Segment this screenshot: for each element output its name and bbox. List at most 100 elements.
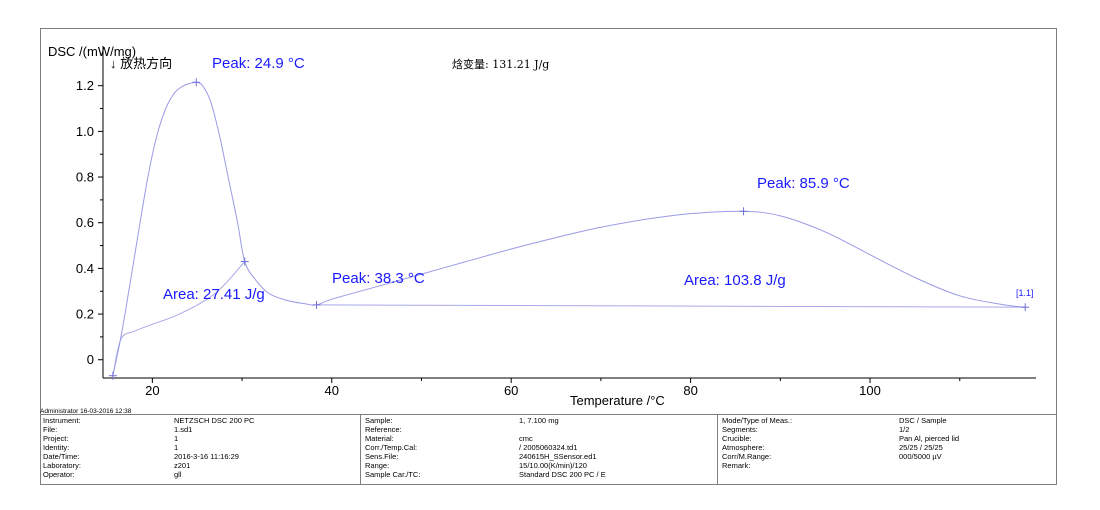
- info-column-instrument: Instrument: NETZSCH DSC 200 PC File: 1.sd1…: [40, 415, 361, 485]
- info-value: Standard DSC 200 PC / E: [519, 470, 606, 479]
- y-tick-label: 1.0: [76, 124, 94, 139]
- info-key: Instrument:: [43, 416, 81, 425]
- info-value: 1.sd1: [174, 425, 193, 434]
- baseline-2: [316, 304, 1026, 308]
- info-key: Corr./Temp.Cal:: [365, 443, 418, 452]
- info-value: 000/5000 µV: [899, 452, 942, 461]
- info-value: 25/25 / 25/25: [899, 443, 943, 452]
- info-key: Identity:: [43, 443, 70, 452]
- info-row: Atmosphere: 25/25 / 25/25: [719, 443, 1057, 452]
- info-key: Remark:: [722, 461, 751, 470]
- info-row: Operator: gll: [40, 470, 360, 479]
- info-row: Corr/M.Range: 000/5000 µV: [719, 452, 1057, 461]
- admin-timestamp: Administrator 16-03-2016 12:38: [40, 408, 132, 415]
- point-marker: [1021, 303, 1030, 312]
- annotation-area-103: Area: 103.8 J/g: [684, 272, 786, 289]
- info-row: Range: 15/10.00(K/min)/120: [362, 461, 717, 470]
- info-row: Segments: 1/2: [719, 425, 1057, 434]
- annotation-peak-38: Peak: 38.3 °C: [332, 270, 425, 287]
- y-tick-label: 0.8: [76, 170, 94, 185]
- x-tick-label: 60: [504, 383, 518, 398]
- info-row: Instrument: NETZSCH DSC 200 PC: [40, 416, 360, 425]
- info-row: Crucible: Pan Al, pierced lid: [719, 434, 1057, 443]
- info-value: 1/2: [899, 425, 910, 434]
- info-column-mode: Mode/Type of Meas.: DSC / Sample Segments…: [719, 415, 1057, 485]
- info-key: Sample Car./TC:: [365, 470, 421, 479]
- dsc-curve: [112, 81, 1026, 376]
- info-value: cmc: [519, 434, 533, 443]
- x-axis-title: Temperature /°C: [570, 393, 665, 408]
- enthalpy-label: 焓变量: 131.21 J/g: [452, 57, 549, 71]
- info-key: Date/Time:: [43, 452, 80, 461]
- info-key: Range:: [365, 461, 390, 470]
- info-key: File:: [43, 425, 58, 434]
- annotation-area-27: Area: 27.41 J/g: [163, 286, 265, 303]
- info-row: Corr./Temp.Cal: / 2005060324.td1: [362, 443, 717, 452]
- info-row: Material: cmc: [362, 434, 717, 443]
- baselines: [112, 261, 1026, 376]
- segment-label: [1.1]: [1016, 288, 1034, 298]
- info-row: Remark:: [719, 461, 1057, 470]
- x-tick-label: 100: [859, 383, 881, 398]
- info-key: Crucible:: [722, 434, 752, 443]
- info-row: Identity: 1: [40, 443, 360, 452]
- info-key: Sens.File:: [365, 452, 399, 461]
- info-row: Sens.File: 240615H_SSensor.ed1: [362, 452, 717, 461]
- info-value: Pan Al, pierced lid: [899, 434, 960, 443]
- info-column-sample: Sample: 1, 7.100 mg Reference: Material: c…: [362, 415, 718, 485]
- chart-frame: [40, 28, 1057, 485]
- info-value: 15/10.00(K/min)/120: [519, 461, 587, 470]
- x-tick-label: 20: [145, 383, 159, 398]
- info-key: Reference:: [365, 425, 402, 434]
- y-tick-label: 0: [87, 352, 94, 367]
- info-value: / 2005060324.td1: [519, 443, 578, 452]
- info-row: Reference:: [362, 425, 717, 434]
- info-key: Sample:: [365, 416, 393, 425]
- info-row: Sample Car./TC: Standard DSC 200 PC / E: [362, 470, 717, 479]
- info-value: z201: [174, 461, 191, 470]
- markers: [108, 78, 1030, 380]
- y-tick-label: 0.4: [76, 261, 94, 276]
- info-key: Material:: [365, 434, 394, 443]
- info-row: Sample: 1, 7.100 mg: [362, 416, 717, 425]
- info-row: File: 1.sd1: [40, 425, 360, 434]
- x-tick-label: 80: [683, 383, 697, 398]
- info-value: 1: [174, 434, 179, 443]
- y-tick-label: 0.6: [76, 215, 94, 230]
- axes: 0 0.2 0.4 0.6 0.8 1.0 1.2 20 40 60 80 100: [76, 46, 1036, 398]
- y-axis-title: DSC /(mW/mg): [48, 44, 136, 59]
- point-marker: [240, 257, 249, 266]
- info-row: Laboratory: z201: [40, 461, 360, 470]
- info-value: 1, 7.100 mg: [519, 416, 559, 425]
- y-tick-label: 1.2: [76, 78, 94, 93]
- info-value: 1: [174, 443, 179, 452]
- info-value: gll: [174, 470, 182, 479]
- annotation-peak-24: Peak: 24.9 °C: [212, 55, 305, 72]
- x-tick-label: 40: [325, 383, 339, 398]
- info-key: Segments:: [722, 425, 758, 434]
- info-key: Atmosphere:: [722, 443, 765, 452]
- info-key: Project:: [43, 434, 69, 443]
- annotation-peak-85: Peak: 85.9 °C: [757, 175, 850, 192]
- info-row: Project: 1: [40, 434, 360, 443]
- info-table: Instrument: NETZSCH DSC 200 PC File: 1.sd1…: [40, 414, 1057, 485]
- info-key: Operator:: [43, 470, 75, 479]
- point-marker: [312, 300, 321, 309]
- point-marker: [108, 371, 117, 380]
- info-value: 2016-3-16 11:16:29: [174, 452, 239, 461]
- info-value: DSC / Sample: [899, 416, 947, 425]
- point-marker: [739, 207, 748, 216]
- info-value: NETZSCH DSC 200 PC: [174, 416, 255, 425]
- exo-direction-label: ↓ 放热方向: [110, 56, 172, 71]
- info-key: Laboratory:: [43, 461, 81, 470]
- info-row: Mode/Type of Meas.: DSC / Sample: [719, 416, 1057, 425]
- baseline-1: [112, 261, 246, 376]
- series-layer: [112, 81, 1026, 376]
- info-value: 240615H_SSensor.ed1: [519, 452, 597, 461]
- info-key: Mode/Type of Meas.:: [722, 416, 793, 425]
- y-tick-label: 0.2: [76, 307, 94, 322]
- info-key: Corr/M.Range:: [722, 452, 772, 461]
- point-marker: [192, 78, 201, 87]
- info-row: Date/Time: 2016-3-16 11:16:29: [40, 452, 360, 461]
